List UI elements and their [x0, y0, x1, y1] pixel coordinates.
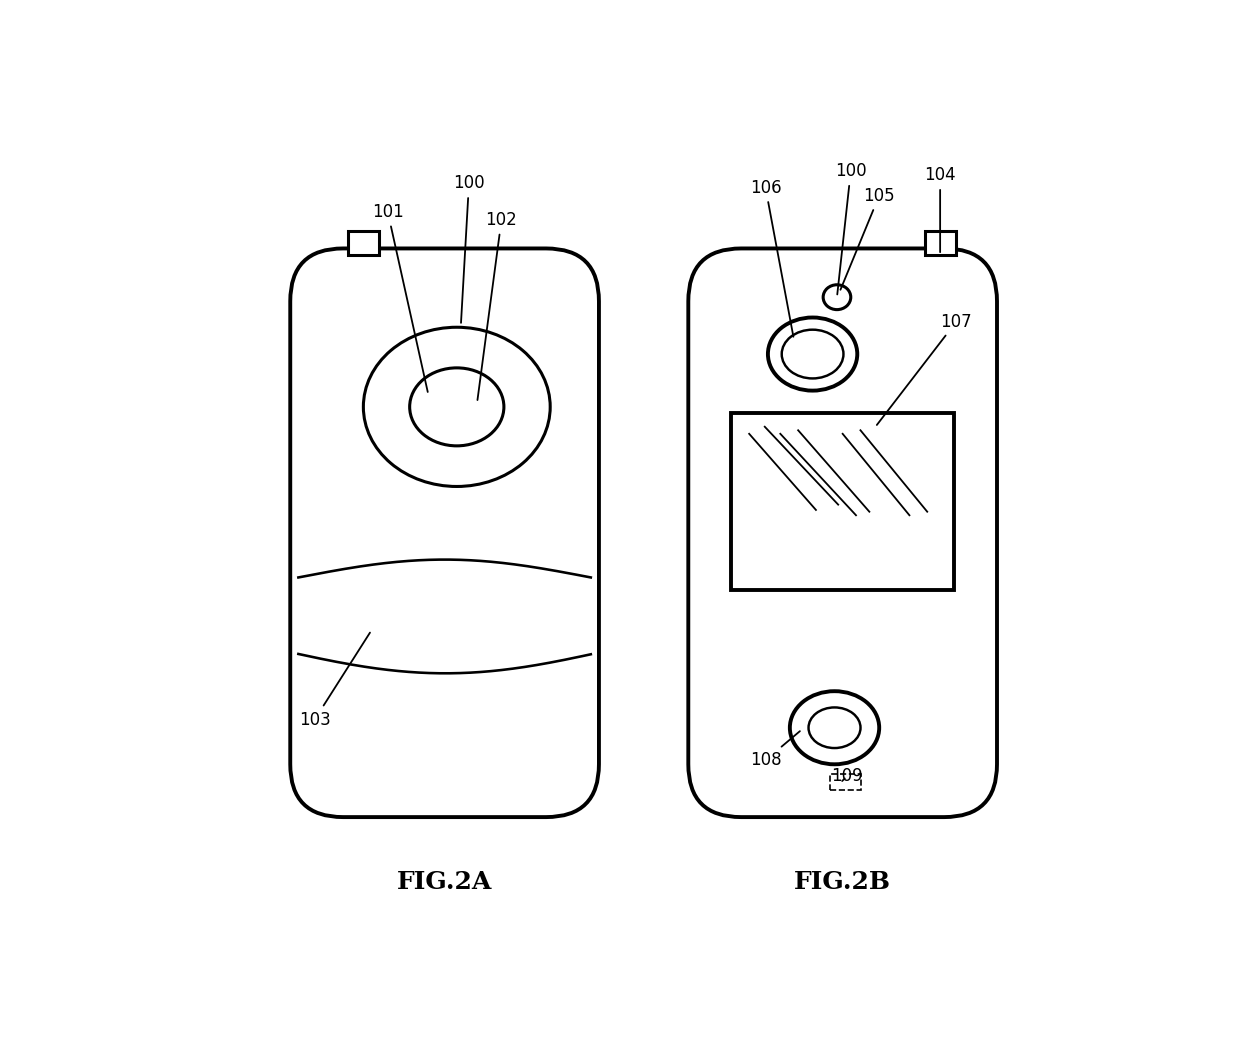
Text: 108: 108	[750, 731, 800, 769]
Text: FIG.2B: FIG.2B	[794, 870, 892, 895]
Text: FIG.2A: FIG.2A	[397, 870, 492, 895]
FancyBboxPatch shape	[688, 249, 997, 817]
Bar	[925, 231, 956, 255]
Text: 101: 101	[372, 203, 428, 392]
Text: 100: 100	[835, 162, 867, 294]
Text: 100: 100	[453, 174, 485, 323]
Text: 105: 105	[841, 187, 895, 290]
FancyBboxPatch shape	[290, 249, 599, 817]
Text: 104: 104	[924, 167, 956, 252]
Text: 103: 103	[299, 633, 370, 729]
Bar	[348, 231, 378, 255]
Bar	[732, 413, 954, 590]
Text: 109: 109	[831, 767, 863, 786]
Bar	[831, 774, 862, 790]
Text: 106: 106	[750, 178, 794, 337]
Text: 102: 102	[477, 211, 517, 400]
Text: 107: 107	[877, 312, 972, 425]
